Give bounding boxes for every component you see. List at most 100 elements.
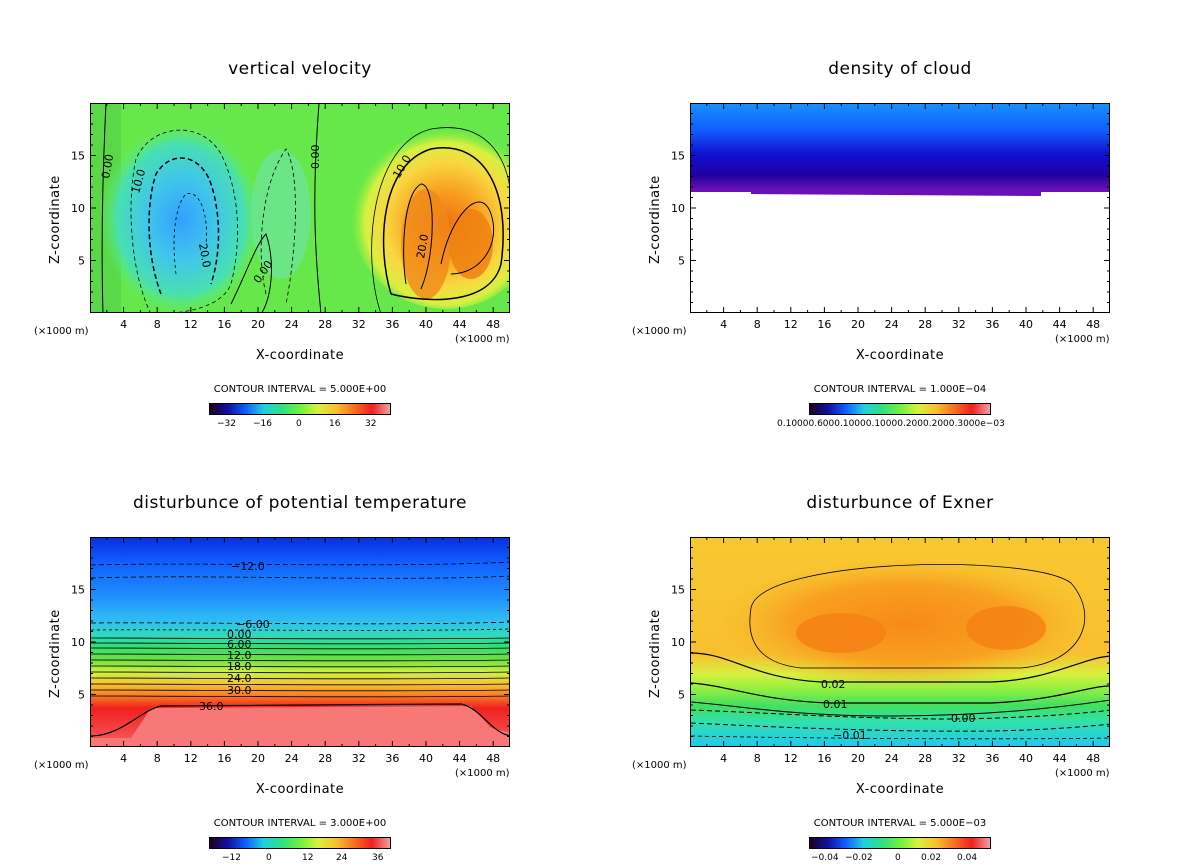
contour-label: 6.00: [227, 638, 252, 651]
x-tick-label: 44: [1053, 752, 1067, 765]
x-tick-label: 32: [352, 318, 366, 331]
contour-interval: CONTOUR INTERVAL = 1.000E−04: [813, 384, 987, 395]
x-tick-label: 4: [720, 318, 727, 331]
colorbar-tick: 24: [336, 853, 348, 863]
x-axis-label: X-coordinate: [855, 348, 945, 363]
y-tick-label: 5: [678, 689, 685, 702]
y-tick-label: 5: [678, 255, 685, 268]
x-unit-left: (×1000 m): [34, 760, 89, 771]
colorbar: [809, 403, 991, 415]
colorbar-tick: −0.02: [845, 853, 873, 863]
x-tick-label: 20: [251, 318, 265, 331]
x-tick-label: 48: [486, 318, 500, 331]
x-tick-label: 12: [184, 318, 198, 331]
x-unit-right: (×1000 m): [455, 334, 510, 345]
contour-label: 0.01: [823, 698, 848, 711]
contour-plot: [690, 103, 1110, 313]
x-tick-label: 28: [318, 318, 332, 331]
x-tick-label: 4: [720, 752, 727, 765]
x-tick-label: 32: [352, 752, 366, 765]
contour-label: −0.01: [833, 729, 867, 742]
colorbar-tick: 0.04: [957, 853, 978, 863]
y-axis-label: Z-coordinate: [48, 609, 63, 698]
x-tick-label: 4: [120, 752, 127, 765]
colorbar-tick: 32: [365, 419, 377, 429]
x-tick-label: 24: [285, 318, 299, 331]
contour-field: 0.00 10.0 20.0 0.00 0.00 10.0 20.0: [91, 104, 509, 312]
y-axis-label: Z-coordinate: [648, 175, 663, 264]
x-tick-label: 16: [217, 752, 231, 765]
colorbar-tick: 0: [266, 853, 272, 863]
chart-title: disturbunce of Exner: [806, 493, 994, 513]
x-tick-label: 36: [385, 318, 399, 331]
x-tick-label: 12: [784, 318, 798, 331]
colorbar-tick: 0.10000.6000.10000.10000.2000.2000.3000e…: [777, 419, 1005, 429]
x-axis-label: X-coordinate: [855, 782, 945, 797]
y-tick-label: 10: [71, 202, 85, 215]
x-tick-label: 48: [1086, 318, 1100, 331]
colorbar-tick: 0.02: [921, 853, 942, 863]
contour-field: [691, 104, 1109, 312]
x-tick-label: 48: [1086, 752, 1100, 765]
contour-label: −12.0: [231, 560, 265, 573]
contour-label: 0.00: [951, 712, 976, 725]
contour-label: 20.0: [414, 233, 431, 259]
contour-label: −6.00: [236, 618, 270, 631]
chart-title: vertical velocity: [228, 59, 372, 79]
y-tick-label: 15: [671, 150, 685, 163]
x-unit-left: (×1000 m): [632, 326, 687, 337]
contour-label: 20.0: [196, 242, 213, 268]
x-tick-label: 28: [318, 752, 332, 765]
x-unit-right: (×1000 m): [1055, 768, 1110, 779]
x-tick-label: 24: [285, 752, 299, 765]
y-tick-label: 10: [671, 636, 685, 649]
contour-plot: 0.00 10.0 20.0 0.00 0.00 10.0 20.0: [90, 103, 510, 313]
x-unit-right: (×1000 m): [455, 768, 510, 779]
contour-plot: 0.02 0.01 0.00 −0.01: [690, 537, 1110, 747]
x-tick-label: 36: [985, 318, 999, 331]
x-tick-label: 8: [154, 752, 161, 765]
chart-title: disturbunce of potential temperature: [132, 493, 468, 513]
x-tick-label: 40: [419, 752, 433, 765]
colorbar-tick: 16: [329, 419, 341, 429]
x-tick-label: 40: [419, 318, 433, 331]
colorbar: [809, 837, 991, 849]
y-tick-label: 5: [78, 689, 85, 702]
y-tick-label: 10: [671, 202, 685, 215]
contour-field: 0.02 0.01 0.00 −0.01: [691, 538, 1109, 746]
y-tick-label: 15: [71, 584, 85, 597]
x-tick-label: 4: [120, 318, 127, 331]
colorbar-tick: −32: [217, 419, 236, 429]
x-tick-label: 44: [453, 752, 467, 765]
contour-label: 24.0: [227, 672, 252, 685]
x-tick-label: 12: [184, 752, 198, 765]
contour-label: 0.00: [99, 153, 116, 179]
colorbar-tick: 0: [296, 419, 302, 429]
x-tick-label: 20: [251, 752, 265, 765]
x-tick-label: 20: [851, 752, 865, 765]
x-tick-label: 16: [817, 318, 831, 331]
colorbar-tick: 12: [302, 853, 314, 863]
contour-label: 30.0: [227, 684, 252, 697]
x-tick-label: 32: [952, 752, 966, 765]
x-tick-label: 12: [784, 752, 798, 765]
contour-label: 36.0: [199, 700, 224, 713]
y-tick-label: 10: [71, 636, 85, 649]
contour-label: 10.0: [129, 168, 148, 195]
x-axis-label: X-coordinate: [255, 348, 345, 363]
y-axis-label: Z-coordinate: [648, 609, 663, 698]
x-tick-label: 48: [486, 752, 500, 765]
colorbar-tick: −12: [222, 853, 241, 863]
x-tick-label: 16: [817, 752, 831, 765]
x-tick-label: 28: [918, 752, 932, 765]
contour-field: −12.0 −6.00 0.00 6.00 12.0 18.0 24.0 30.…: [91, 538, 509, 746]
chart-title: density of cloud: [828, 59, 972, 79]
contour-label: 0.00: [309, 145, 322, 170]
x-unit-left: (×1000 m): [632, 760, 687, 771]
x-tick-label: 16: [217, 318, 231, 331]
x-tick-label: 20: [851, 318, 865, 331]
x-tick-label: 40: [1019, 318, 1033, 331]
